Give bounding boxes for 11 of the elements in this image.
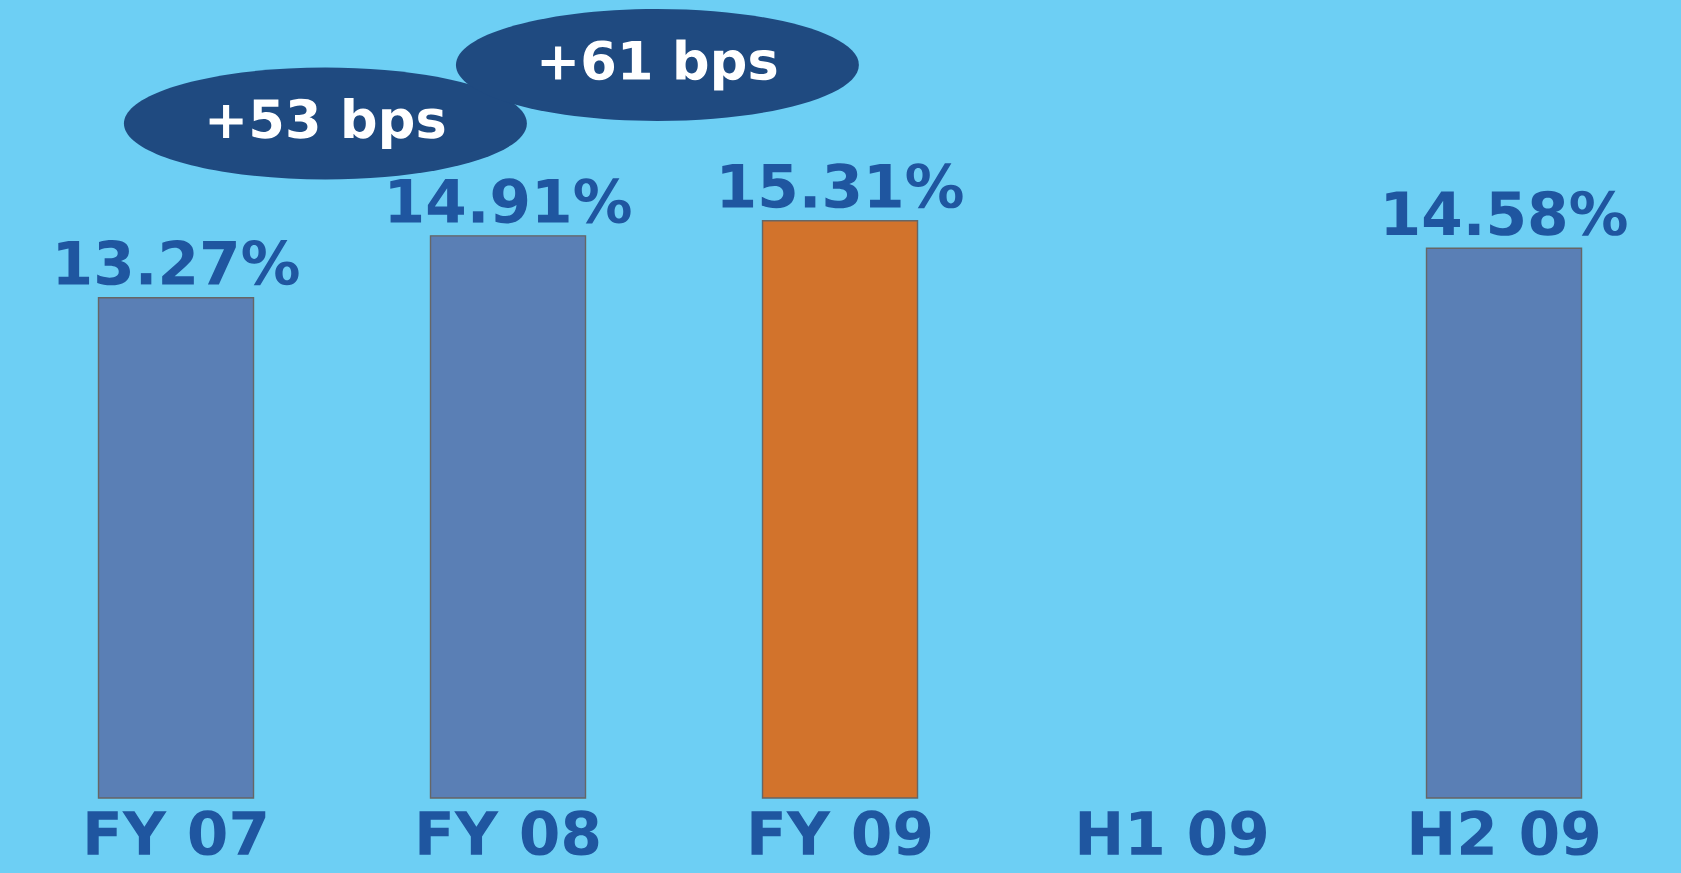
x-tick-label: FY 09 (751, 810, 931, 856)
data-label: 14.58% (1386, 190, 1627, 236)
x-tick-label: FY 08 (419, 810, 599, 856)
data-label: 15.31% (722, 163, 963, 209)
x-tick-label: FY 07 (87, 810, 266, 856)
text: +61 bps (541, 39, 777, 91)
data-label: 14.91% (390, 178, 631, 224)
x-tick-label: H1 09 (1079, 810, 1266, 856)
data-label: 13.27% (58, 240, 299, 286)
text: +53 bps (209, 97, 445, 149)
x-tick-label: H2 09 (1411, 810, 1598, 856)
